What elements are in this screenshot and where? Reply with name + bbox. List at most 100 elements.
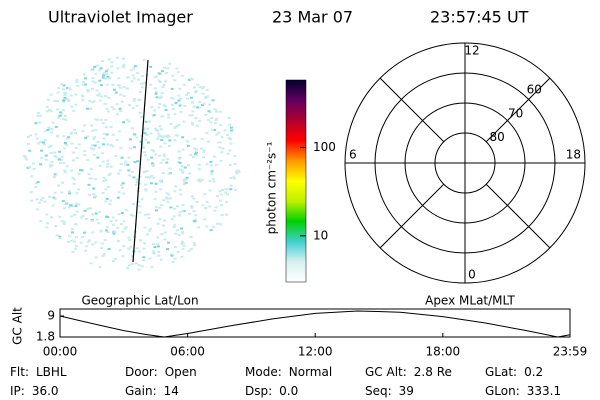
image-pixel	[208, 179, 212, 182]
image-pixel	[74, 93, 78, 96]
image-pixel	[160, 139, 164, 141]
info-field: GC Alt: 2.8 Re	[365, 365, 452, 379]
image-pixel	[94, 195, 98, 198]
image-pixel	[194, 116, 198, 119]
image-pixel	[99, 230, 103, 233]
image-pixel	[143, 226, 147, 229]
image-pixel	[65, 137, 69, 140]
image-pixel	[82, 124, 86, 127]
image-pixel	[174, 232, 178, 235]
image-pixel	[92, 148, 96, 151]
image-pixel	[179, 110, 183, 113]
image-pixel	[104, 200, 108, 203]
image-pixel	[118, 86, 122, 89]
image-pixel	[142, 128, 145, 131]
x-tick-label: 12:00	[298, 345, 333, 359]
image-pixel	[134, 183, 138, 186]
image-pixel	[145, 169, 149, 172]
image-pixel	[138, 182, 142, 185]
image-pixel	[94, 256, 98, 259]
image-pixel	[121, 186, 124, 189]
image-pixel	[142, 256, 146, 259]
image-pixel	[83, 231, 87, 234]
image-pixel	[89, 262, 93, 265]
image-pixel	[163, 66, 166, 69]
image-pixel	[165, 196, 169, 199]
image-pixel	[159, 128, 163, 131]
image-pixel	[152, 243, 155, 245]
image-pixel	[77, 203, 81, 206]
image-pixel	[182, 244, 186, 247]
image-pixel	[68, 235, 72, 238]
image-pixel	[58, 235, 62, 238]
image-pixel	[80, 236, 84, 239]
image-pixel	[172, 226, 176, 228]
image-pixel	[175, 229, 179, 232]
image-pixel	[127, 264, 131, 267]
image-pixel	[158, 206, 162, 209]
image-pixel	[186, 140, 189, 143]
image-pixel	[64, 143, 68, 146]
image-pixel	[134, 262, 138, 265]
image-pixel	[62, 88, 66, 91]
image-pixel	[36, 115, 40, 117]
image-pixel	[173, 190, 177, 193]
image-pixel	[98, 210, 102, 213]
image-pixel	[45, 105, 49, 108]
polar-spoke	[379, 77, 445, 143]
image-pixel	[223, 129, 227, 132]
image-pixel	[62, 84, 66, 87]
image-pixel	[138, 239, 142, 242]
image-pixel	[71, 151, 75, 154]
left-label: Geographic Lat/Lon	[81, 294, 198, 308]
image-pixel	[60, 159, 63, 162]
image-pixel	[86, 241, 90, 244]
image-pixel	[79, 241, 83, 244]
image-pixel	[117, 84, 121, 87]
image-pixel	[213, 155, 216, 158]
image-pixel	[100, 247, 104, 250]
image-pixel	[163, 142, 167, 145]
image-pixel	[94, 178, 98, 181]
image-pixel	[106, 159, 110, 162]
image-pixel	[40, 199, 44, 202]
image-pixel	[180, 75, 184, 78]
image-pixel	[159, 97, 163, 99]
image-pixel	[164, 72, 168, 74]
image-pixel	[106, 231, 110, 234]
image-pixel	[188, 172, 192, 175]
image-pixel	[35, 208, 39, 211]
image-pixel	[209, 164, 213, 167]
image-pixel	[105, 197, 109, 200]
image-pixel	[192, 220, 196, 222]
image-pixel	[182, 183, 186, 186]
image-pixel	[162, 83, 166, 86]
image-pixel	[209, 121, 213, 124]
image-pixel	[118, 130, 121, 133]
image-pixel	[56, 116, 60, 119]
image-pixel	[171, 260, 175, 263]
image-pixel	[210, 170, 214, 173]
image-pixel	[69, 132, 73, 135]
image-pixel	[170, 218, 174, 221]
x-tick-label: 23:59	[553, 345, 588, 359]
image-pixel	[163, 219, 167, 222]
image-pixel	[155, 209, 158, 212]
image-pixel	[69, 204, 73, 207]
image-pixel	[141, 74, 145, 77]
image-pixel	[32, 167, 36, 170]
image-pixel	[128, 104, 132, 106]
image-pixel	[142, 82, 146, 84]
image-pixel	[132, 67, 136, 70]
image-pixel	[116, 67, 120, 70]
info-label: GC Alt:	[365, 365, 407, 379]
image-pixel	[81, 83, 85, 86]
image-pixel	[142, 59, 146, 62]
image-pixel	[88, 99, 92, 102]
image-pixel	[192, 210, 196, 213]
image-pixel	[36, 181, 40, 184]
image-pixel	[154, 153, 158, 156]
image-pixel	[181, 171, 185, 174]
image-pixel	[181, 231, 185, 233]
